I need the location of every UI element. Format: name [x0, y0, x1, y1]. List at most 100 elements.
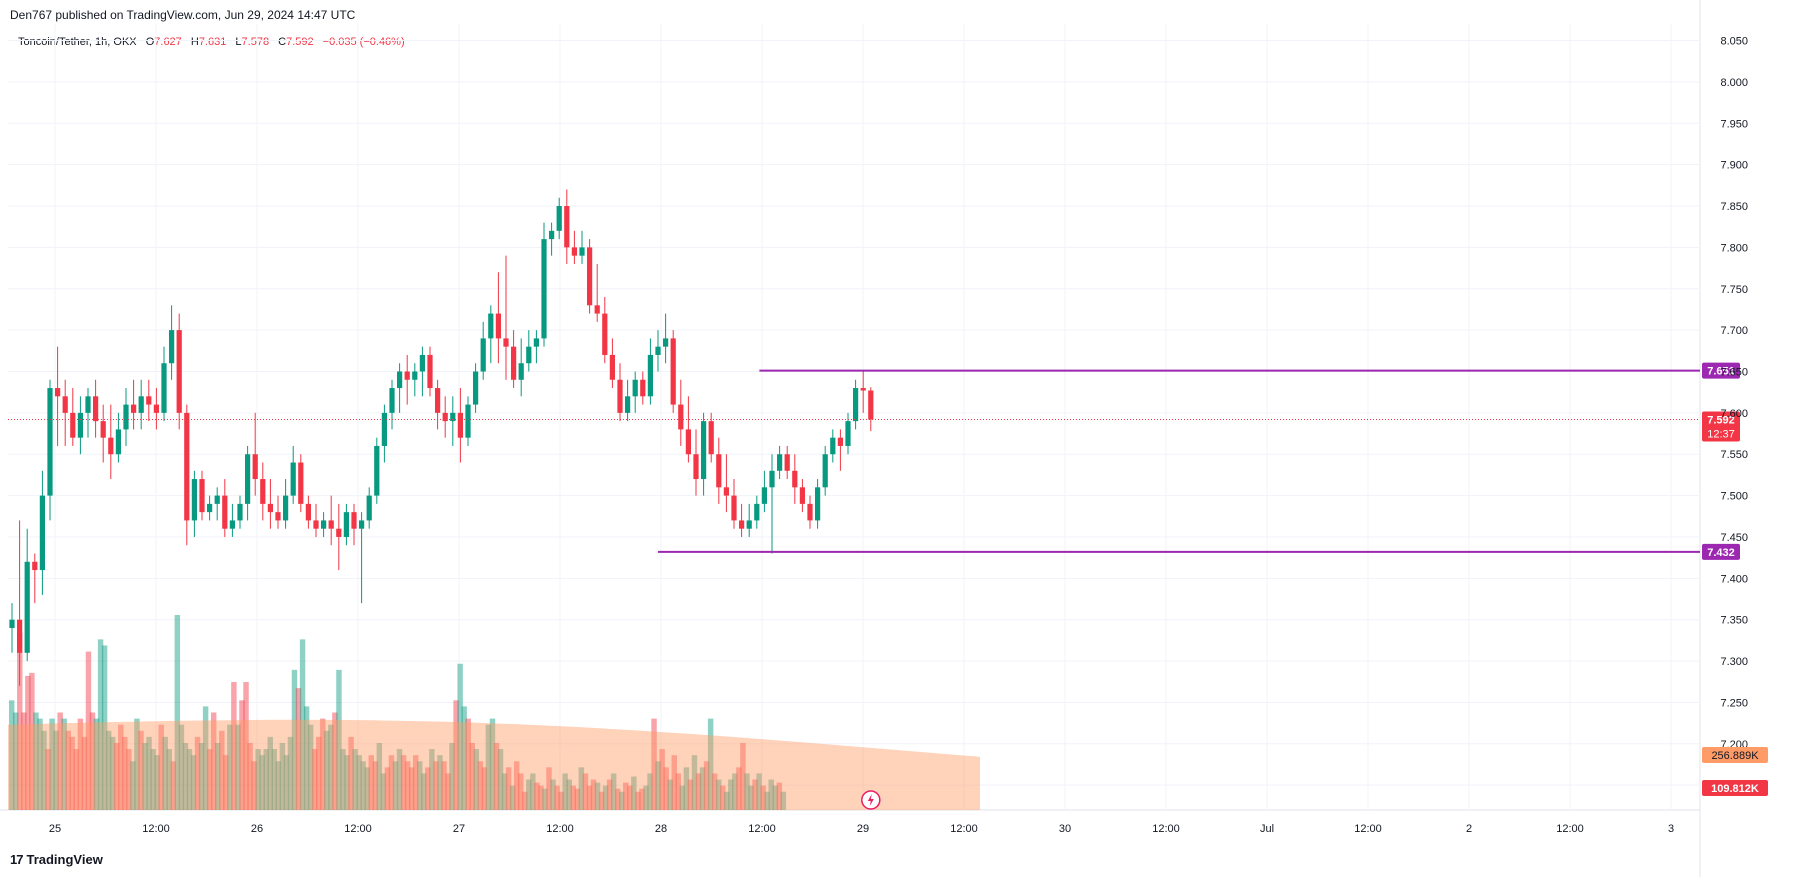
tradingview-logo[interactable]: 17 TradingView — [10, 852, 103, 867]
volume-bar — [21, 712, 27, 810]
volume-bar — [683, 767, 690, 810]
volume-bar — [404, 761, 411, 810]
volume-bar — [631, 776, 637, 810]
volume-bar — [73, 749, 80, 810]
volume-bar — [639, 788, 645, 810]
candle-body — [647, 354, 654, 397]
volume-bar — [122, 736, 128, 810]
candle-body — [434, 388, 441, 413]
candle-body — [837, 437, 844, 446]
volume-bar — [635, 791, 641, 810]
volume-bar — [364, 767, 370, 810]
candle-body — [754, 503, 760, 521]
volume-bar — [109, 736, 116, 810]
candle-body — [343, 512, 350, 537]
volume-bar — [239, 700, 245, 810]
volume-bar — [647, 773, 653, 810]
candle-body — [320, 520, 327, 529]
volume-bar — [429, 749, 435, 810]
volume-bar — [8, 700, 15, 810]
candle-body — [54, 388, 61, 397]
volume-bar — [453, 700, 459, 810]
volume-bar — [711, 773, 718, 810]
candle-body — [328, 520, 334, 529]
volume-bar — [619, 791, 625, 810]
symbol-name[interactable]: Toncoin/Tether, 1h, OKX — [18, 36, 137, 48]
volume-bar — [485, 724, 492, 810]
volume-bar — [13, 712, 19, 810]
volume-bar — [283, 755, 290, 810]
time-axis[interactable]: 25 12:00 26 12:00 27 12:00 28 12:00 29 12:00 30 12:… — [49, 823, 1674, 835]
volume-bar — [715, 779, 722, 810]
volume-bar — [45, 749, 51, 810]
high-value: 7.631 — [198, 36, 227, 48]
volume-bar — [336, 669, 342, 810]
volume-bar — [81, 736, 88, 810]
volume-bar — [720, 785, 726, 810]
open-value: 7.627 — [154, 36, 182, 48]
volume-bar — [33, 712, 39, 810]
volume-bar — [97, 639, 104, 810]
volume-bar — [85, 651, 92, 810]
candle-body — [176, 330, 182, 413]
volume-bar — [643, 785, 649, 810]
candle-body — [39, 495, 46, 571]
candle-body — [419, 354, 426, 372]
volume-bar — [602, 785, 609, 810]
volume-bar — [154, 755, 160, 810]
candle-body — [404, 371, 410, 380]
y-tick-label: 7.600 — [1720, 408, 1748, 420]
candle-body — [32, 561, 38, 571]
volume-bar — [210, 712, 217, 810]
volume-bar — [724, 791, 730, 810]
volume-bar — [162, 736, 168, 810]
volume-bar — [332, 712, 338, 810]
volume-bar — [421, 773, 427, 810]
volume-bar — [134, 718, 140, 810]
candle-body — [450, 412, 456, 422]
volume-bar — [138, 730, 144, 810]
candle-body — [868, 390, 874, 420]
volume-bar — [703, 761, 710, 810]
candle-body — [62, 396, 68, 413]
volume-bar — [126, 749, 132, 810]
candle-body — [556, 206, 562, 231]
x-tick-label: 29 — [857, 823, 869, 835]
volume-bar — [223, 755, 229, 810]
volume-bar — [461, 706, 467, 810]
candle-body — [640, 379, 646, 397]
price-axis[interactable]: 8.050 8.000 7.950 7.900 7.850 7.800 7.750 7.700… — [1702, 36, 1768, 796]
volume-bar — [534, 782, 540, 810]
tradingview-mark-icon: 17 — [10, 852, 24, 867]
candle-body — [830, 437, 836, 455]
volume-bar — [130, 761, 136, 810]
candle-body — [282, 495, 289, 521]
candle-body — [115, 429, 122, 455]
candle-body — [222, 495, 228, 529]
horizontal-levels[interactable]: 7.651 7.432 7.592 12:37 — [8, 362, 1740, 810]
candle-body — [336, 528, 342, 537]
candle-body — [526, 346, 532, 364]
volume-bar — [53, 730, 59, 810]
high-label: H — [190, 36, 199, 48]
candle-body — [427, 354, 433, 389]
candle-body — [16, 619, 23, 653]
candle-body — [617, 379, 623, 413]
volume-bar — [578, 767, 585, 810]
x-tick-label: 3 — [1668, 823, 1674, 835]
volume-bar — [465, 718, 471, 810]
candle-body — [146, 396, 152, 405]
volume-bars — [8, 615, 980, 810]
volume-bar — [687, 779, 694, 810]
candle-body — [670, 338, 676, 405]
volume-bar — [417, 761, 423, 810]
volume-bar — [267, 736, 273, 810]
candle-body — [465, 404, 471, 438]
volume-bar — [235, 724, 241, 810]
candle-body — [731, 495, 737, 521]
candle-body — [366, 495, 372, 521]
volume-bar — [748, 785, 754, 810]
publish-info: Den767 published on TradingView.com, Jun… — [10, 8, 356, 22]
